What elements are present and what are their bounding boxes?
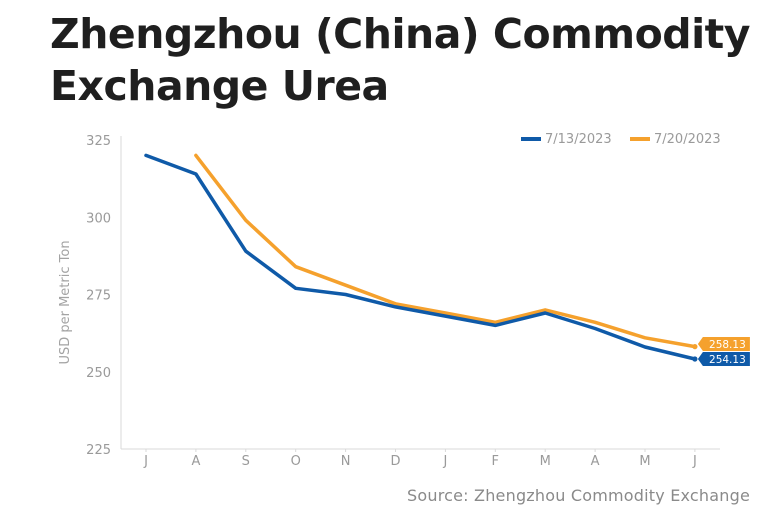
y-tick-label: 325 xyxy=(86,134,111,149)
y-tick-label: 300 xyxy=(86,211,111,226)
end-value-label-2: 258.13 xyxy=(709,339,746,351)
series-line-2 xyxy=(194,153,697,349)
x-tick-label: S xyxy=(242,454,250,469)
y-tick-label: 250 xyxy=(86,366,111,381)
chart-title-line-1: Zhengzhou (China) Commodity xyxy=(50,10,750,58)
end-value-tag-1 xyxy=(697,352,750,366)
x-tick-label: D xyxy=(390,454,400,469)
end-value-label-1: 254.13 xyxy=(709,354,746,366)
legend-label-1: 7/13/2023 xyxy=(545,132,612,147)
chart-axes: 325 300 275 250 225 J A S O N D J F M A M J USD per Metri… xyxy=(58,134,720,469)
chart-title-line-2: Exchange Urea xyxy=(50,62,389,110)
chart-legend: 7/13/2023 7/20/2023 xyxy=(521,132,721,147)
x-tick-label: J xyxy=(143,454,148,469)
series-line-1 xyxy=(144,153,697,361)
x-tick-label: A xyxy=(191,454,200,469)
x-tick-label: M xyxy=(540,454,551,469)
x-tick-label: A xyxy=(591,454,600,469)
x-tick-label: F xyxy=(492,454,499,469)
source-note: Source: Zhengzhou Commodity Exchange xyxy=(407,486,750,505)
x-tick-label: J xyxy=(442,454,447,469)
chart-title: Zhengzhou (China) Commodity Exchange Ure… xyxy=(50,8,770,112)
x-tick-label: N xyxy=(341,454,351,469)
x-tick-label: O xyxy=(291,454,301,469)
x-tick-label: J xyxy=(692,454,697,469)
y-tick-label: 225 xyxy=(86,443,111,458)
x-tick-label: M xyxy=(639,454,650,469)
series-end-point-1 xyxy=(692,356,698,362)
series-end-point-2 xyxy=(692,344,698,350)
end-value-tag-2 xyxy=(697,337,750,351)
chart-series: 258.13 254.13 xyxy=(144,153,750,366)
legend-label-2: 7/20/2023 xyxy=(654,132,721,147)
y-axis-label: USD per Metric Ton xyxy=(58,240,73,364)
y-tick-label: 275 xyxy=(86,289,111,304)
